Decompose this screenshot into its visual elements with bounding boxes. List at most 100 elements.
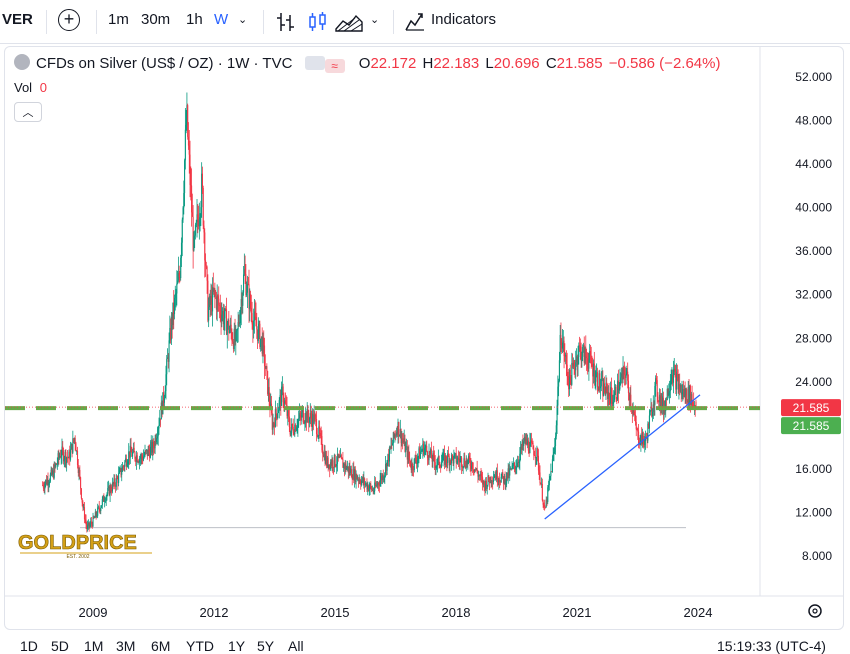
- toolbar-divider: [393, 10, 394, 34]
- candle-body: [263, 337, 265, 346]
- candle-body: [635, 422, 637, 430]
- candle-body: [165, 374, 167, 392]
- candle-body: [254, 311, 256, 317]
- interval-weekly[interactable]: W: [214, 11, 229, 28]
- candle-body: [85, 519, 87, 525]
- range-3m[interactable]: 3M: [116, 638, 136, 654]
- candle-body: [90, 521, 92, 525]
- candle-body: [136, 455, 138, 463]
- candle-body: [387, 454, 389, 461]
- candle-body: [579, 345, 581, 347]
- candle-body: [255, 316, 257, 327]
- candle-body: [187, 136, 190, 146]
- candle-body: [363, 478, 365, 483]
- candle-body: [196, 214, 198, 223]
- candle-body: [82, 502, 84, 508]
- candle-body: [507, 468, 509, 479]
- candle-body: [556, 405, 558, 426]
- candle-body: [517, 462, 519, 464]
- candle-body: [97, 506, 100, 508]
- y-tick-label: 16.000: [795, 462, 832, 476]
- candle-body: [565, 355, 567, 365]
- candle-body: [551, 459, 553, 473]
- candle-body: [268, 387, 270, 402]
- candle-body: [360, 480, 363, 485]
- range-1y[interactable]: 1Y: [228, 638, 246, 654]
- candle-body: [563, 340, 565, 357]
- compare-symbol-icon[interactable]: +: [58, 9, 80, 31]
- candle-body: [343, 463, 345, 468]
- candle-body: [236, 330, 238, 332]
- range-all[interactable]: All: [288, 638, 304, 654]
- range-ytd[interactable]: YTD: [186, 638, 214, 654]
- candle-body: [245, 274, 247, 295]
- candle-body: [677, 376, 679, 390]
- minus-toggle-icon[interactable]: [304, 56, 325, 70]
- candle-body: [128, 451, 131, 458]
- candle-body: [176, 283, 178, 294]
- symbol-search[interactable]: VER: [2, 11, 33, 28]
- candle-body: [643, 439, 645, 445]
- candle-body: [548, 479, 550, 486]
- chevron-down-icon[interactable]: ⌄: [370, 14, 380, 26]
- candle-body: [213, 288, 215, 292]
- candle-body: [177, 280, 179, 284]
- area-chart-type-icon[interactable]: [335, 11, 363, 37]
- range-5y[interactable]: 5Y: [257, 638, 275, 654]
- candle-body: [683, 388, 685, 397]
- candle-body: [295, 424, 297, 431]
- candle-body: [297, 420, 299, 428]
- candle-body: [261, 336, 263, 354]
- candle-body: [204, 232, 206, 261]
- candle-body: [87, 525, 89, 529]
- candle-body: [203, 225, 205, 233]
- candle-body: [326, 457, 328, 466]
- candle-body: [676, 373, 678, 390]
- candle-body: [242, 292, 244, 306]
- candle-body: [158, 424, 160, 429]
- range-1m[interactable]: 1M: [84, 638, 104, 654]
- candle-body: [398, 435, 401, 437]
- indicators-button[interactable]: Indicators: [431, 11, 497, 28]
- candle-body: [53, 465, 55, 478]
- candle-body: [544, 504, 546, 508]
- interval-1m[interactable]: 1m: [108, 11, 129, 28]
- candle-body: [433, 455, 436, 463]
- candle-body: [87, 522, 89, 526]
- settings-gear-icon[interactable]: [808, 604, 822, 618]
- candle-body: [155, 437, 157, 443]
- candle-body: [519, 453, 521, 462]
- candle-body: [648, 415, 650, 429]
- candle-body: [166, 358, 168, 375]
- candle-body: [493, 477, 495, 479]
- interval-30m[interactable]: 30m: [141, 11, 171, 28]
- candle-body: [63, 459, 65, 462]
- chevron-down-icon[interactable]: ⌄: [238, 14, 248, 26]
- candle-body: [146, 449, 148, 451]
- collapse-legend-button[interactable]: ︿: [14, 102, 42, 122]
- candle-body: [603, 383, 605, 396]
- candle-body: [65, 452, 67, 464]
- candle-body: [104, 501, 106, 502]
- candle-body: [224, 308, 226, 319]
- x-tick-label: 2009: [79, 605, 108, 620]
- close-value: 21.585: [556, 55, 603, 72]
- range-6m[interactable]: 6M: [151, 638, 171, 654]
- candle-body: [125, 458, 127, 462]
- wave-icon[interactable]: ≈: [324, 59, 345, 73]
- candle-body: [342, 459, 344, 468]
- range-1d[interactable]: 1D: [20, 638, 38, 654]
- interval-1h[interactable]: 1h: [186, 11, 203, 28]
- candle-body: [582, 344, 585, 347]
- range-5d[interactable]: 5D: [51, 638, 69, 654]
- candles-chart-type-icon[interactable]: [308, 11, 328, 37]
- candle-body: [574, 367, 576, 371]
- candle-body: [622, 367, 624, 380]
- bar-chart-type-icon[interactable]: [276, 11, 296, 37]
- indicators-icon[interactable]: [405, 11, 425, 35]
- candle-body: [338, 455, 340, 458]
- candle-body: [546, 499, 548, 502]
- candle-body: [412, 463, 414, 470]
- candle-body: [337, 453, 339, 458]
